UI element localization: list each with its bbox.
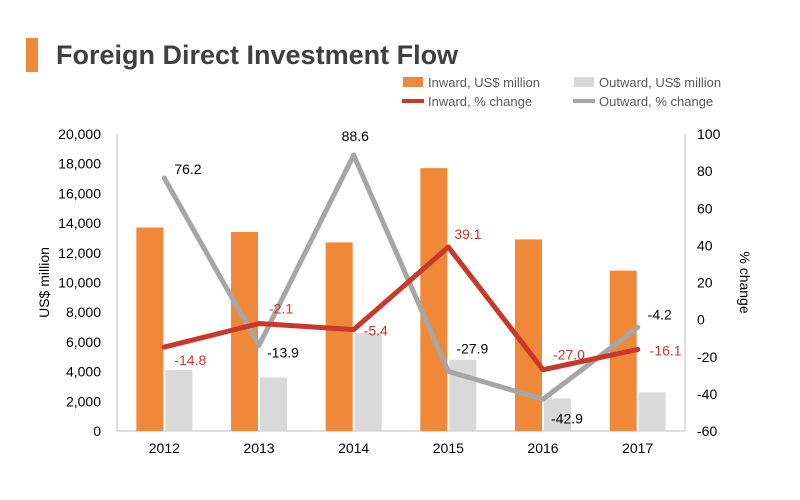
x-tick-label: 2016 — [527, 440, 558, 456]
legend-swatch — [574, 77, 594, 87]
outward-pct-line-point — [540, 396, 546, 402]
y-tick-label: 2,000 — [66, 393, 101, 409]
legend-label: Outward, US$ million — [599, 75, 721, 90]
inward-pct-label: 39.1 — [454, 226, 481, 242]
inward-bar — [325, 242, 353, 431]
y2-tick-label: 60 — [697, 200, 713, 216]
y-tick-label: 18,000 — [58, 156, 101, 172]
outward-pct-line-point — [445, 368, 451, 374]
inward-bar — [136, 227, 164, 431]
x-tick-label: 2014 — [338, 440, 369, 456]
outward-bar — [260, 377, 287, 431]
outward-bar — [354, 332, 382, 431]
y2-tick-label: 80 — [697, 163, 713, 179]
y-tick-label: 16,000 — [58, 185, 101, 201]
legend-label: Outward, % change — [599, 94, 713, 109]
inward-pct-label: -2.1 — [269, 301, 293, 317]
y-tick-label: 4,000 — [66, 364, 101, 380]
y2-tick-label: 100 — [697, 126, 721, 142]
y2-tick-label: 0 — [697, 312, 705, 328]
outward-pct-line-point — [635, 324, 641, 330]
y-tick-label: 10,000 — [58, 275, 101, 291]
inward-pct-label: -14.8 — [174, 352, 206, 368]
inward-pct-line-point — [445, 244, 451, 250]
y2-tick-label: -60 — [697, 423, 717, 439]
inward-pct-label: -5.4 — [364, 323, 388, 339]
outward-pct-line — [161, 152, 641, 402]
outward-pct-line-point — [256, 342, 262, 348]
outward-bar — [638, 392, 666, 431]
inward-pct-line-point — [161, 344, 167, 350]
outward-pct-line-point — [351, 152, 357, 158]
inward-pct-line-point — [351, 327, 357, 333]
outward-bar — [544, 398, 571, 431]
inward-pct-line-point — [256, 321, 262, 327]
legend-swatch — [403, 77, 423, 87]
x-tick-label: 2013 — [243, 440, 274, 456]
y-tick-label: 12,000 — [58, 245, 101, 261]
outward-bar — [165, 370, 193, 431]
y2-tick-label: 40 — [697, 237, 713, 253]
outward-pct-label: -42.9 — [551, 410, 583, 426]
inward-bar — [420, 168, 448, 431]
x-tick-label: 2017 — [622, 440, 653, 456]
y-tick-label: 20,000 — [58, 126, 101, 142]
outward-pct-label: 88.6 — [342, 128, 369, 144]
y-tick-label: 8,000 — [66, 304, 101, 320]
inward-pct-line — [161, 244, 641, 373]
y2-tick-label: 20 — [697, 275, 713, 291]
x-tick-label: 2015 — [433, 440, 464, 456]
legend-label: Inward, % change — [428, 94, 532, 109]
chart-title: Foreign Direct Investment Flow — [56, 40, 459, 70]
inward-pct-line-point — [540, 367, 546, 373]
inward-pct-label: -27.0 — [553, 347, 585, 363]
outward-pct-line-point — [161, 175, 167, 181]
inward-pct-label: -16.1 — [650, 343, 682, 359]
outward-pct-label: 76.2 — [174, 161, 201, 177]
x-tick-label: 2012 — [149, 440, 180, 456]
outward-pct-label: -27.9 — [456, 340, 488, 356]
y2-tick-label: -40 — [697, 386, 717, 402]
y-axis-title: US$ million — [36, 247, 52, 318]
title-accent-bar — [26, 38, 38, 72]
outward-pct-label: -4.2 — [648, 306, 672, 322]
y2-tick-label: -20 — [697, 349, 717, 365]
legend-label: Inward, US$ million — [428, 75, 540, 90]
y-tick-label: 6,000 — [66, 334, 101, 350]
y-tick-label: 0 — [93, 423, 101, 439]
outward-pct-label: -13.9 — [267, 344, 299, 360]
y-tick-label: 14,000 — [58, 215, 101, 231]
y2-axis-title: % change — [737, 251, 753, 313]
inward-pct-line-point — [635, 347, 641, 353]
